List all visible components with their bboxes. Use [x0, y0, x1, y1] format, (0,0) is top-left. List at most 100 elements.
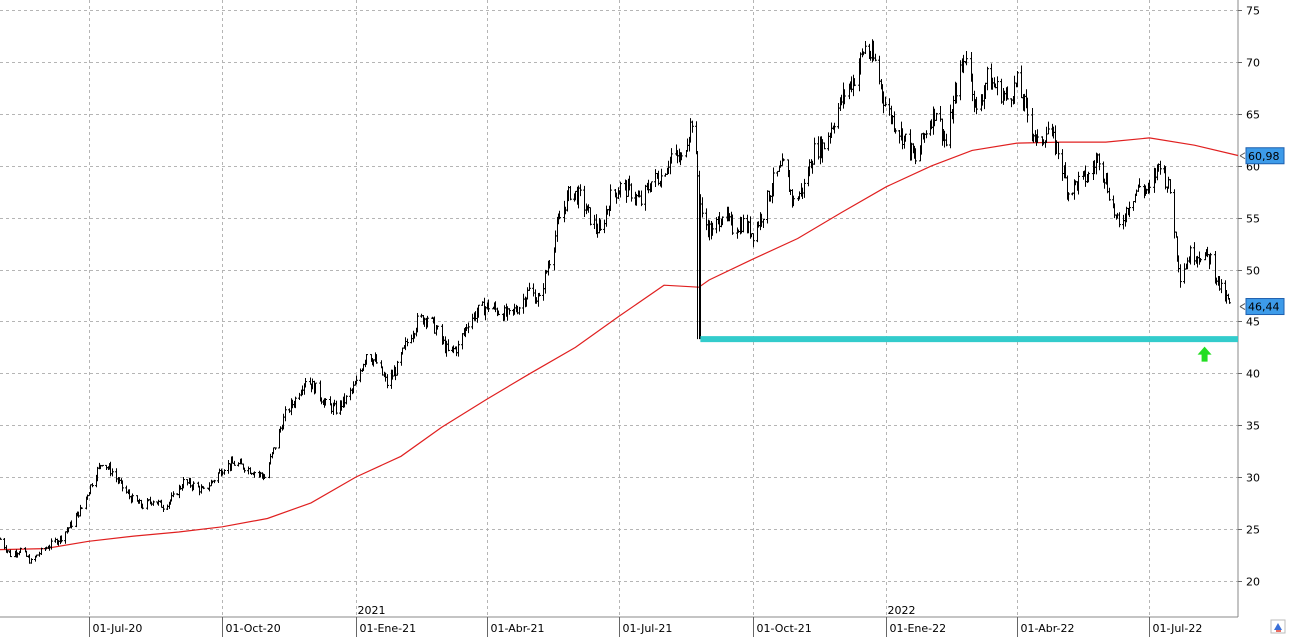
- x-tick-label: 01-Oct-20: [226, 622, 281, 635]
- y-tick-label: 50: [1246, 265, 1260, 278]
- y-tick-label: 30: [1246, 472, 1260, 485]
- price-bar: [874, 53, 877, 62]
- price-bar: [864, 41, 867, 54]
- price-bar: [172, 491, 175, 498]
- price-bar: [198, 485, 201, 496]
- moving-average-line: [0, 137, 1239, 551]
- price-bar: [91, 483, 94, 488]
- price-bar: [609, 184, 612, 211]
- price-bar: [401, 347, 404, 355]
- price-bar: [309, 377, 312, 385]
- price-bar: [1057, 142, 1060, 160]
- price-bar: [1159, 160, 1162, 175]
- price-bar: [986, 66, 989, 91]
- price-bar: [1179, 264, 1182, 288]
- price-bar: [457, 340, 460, 357]
- price-bar: [670, 148, 673, 164]
- price-bar: [54, 537, 57, 543]
- price-bar: [680, 152, 683, 161]
- price-bar: [1113, 203, 1116, 219]
- price-bar: [497, 310, 500, 316]
- price-bar: [365, 354, 368, 365]
- price-bar: [111, 468, 114, 477]
- price-bar: [731, 214, 734, 235]
- year-label: 2022: [888, 604, 916, 617]
- price-bar: [1108, 187, 1111, 201]
- price-bar: [1148, 179, 1151, 194]
- price-bar: [1199, 258, 1202, 263]
- price-bar: [192, 481, 195, 491]
- y-tick-label: 45: [1246, 316, 1260, 329]
- price-bar: [218, 468, 221, 474]
- price-bar: [603, 219, 606, 234]
- price-bar: [965, 51, 968, 66]
- price-bar: [298, 392, 301, 400]
- y-tick-label: 65: [1246, 109, 1260, 122]
- y-tick-label: 20: [1246, 576, 1260, 589]
- price-bar: [894, 128, 897, 134]
- y-tick-label: 35: [1246, 420, 1260, 433]
- price-bar: [375, 354, 378, 364]
- price-bar: [1067, 192, 1070, 202]
- price-bar: [904, 133, 907, 142]
- price-bar: [569, 186, 572, 201]
- price-bar: [605, 205, 608, 227]
- price-bar: [477, 304, 480, 318]
- x-tick-label: 01-Abr-22: [1021, 622, 1075, 635]
- price-bar: [579, 184, 582, 197]
- price-bar: [619, 181, 622, 198]
- price-bar: [955, 82, 958, 104]
- settings-icon[interactable]: [1270, 619, 1286, 634]
- price-bar: [1098, 153, 1101, 171]
- price-bar: [50, 538, 53, 550]
- price-bar: [644, 184, 647, 211]
- price-bar: [837, 103, 840, 129]
- x-tick-label: 01-Oct-21: [757, 622, 812, 635]
- price-bar: [101, 464, 104, 467]
- price-bar: [583, 185, 586, 217]
- price-bar: [223, 469, 226, 475]
- price-bar: [593, 214, 596, 229]
- price-bar: [115, 468, 118, 483]
- price-bar: [433, 316, 436, 334]
- price-bar: [752, 233, 755, 248]
- price-bar: [386, 374, 389, 389]
- price-bar: [548, 260, 551, 269]
- up-arrow-icon: [1197, 346, 1212, 362]
- price-bar: [538, 292, 541, 297]
- price-bar: [160, 499, 163, 508]
- price-bar: [522, 293, 525, 314]
- price-bar: [949, 104, 952, 149]
- price-bar: [208, 482, 211, 492]
- price-bar: [762, 219, 765, 228]
- x-tick-label: 01-Jul-22: [1153, 622, 1203, 635]
- price-bar: [1087, 171, 1090, 183]
- price-bar: [1016, 71, 1019, 88]
- price-bar: [532, 283, 535, 297]
- price-bar: [1026, 97, 1029, 123]
- price-bar: [19, 547, 22, 553]
- price-bar: [742, 214, 745, 233]
- price-bar: [888, 98, 891, 116]
- price-bar: [558, 210, 561, 220]
- price-bar: [721, 216, 724, 226]
- price-bar: [170, 492, 173, 502]
- y-tick-label: 75: [1246, 5, 1260, 18]
- x-tick-label: 01-Jul-20: [93, 622, 143, 635]
- price-bar: [162, 504, 165, 512]
- price-bar: [660, 168, 663, 188]
- price-bar: [426, 315, 429, 328]
- price-bar: [823, 142, 826, 150]
- price-bar: [975, 96, 978, 115]
- price-bar: [461, 333, 464, 350]
- price-bar: [64, 531, 67, 544]
- price-bar: [878, 55, 881, 85]
- price-bar: [38, 551, 41, 557]
- grid-lines: [0, 0, 1238, 617]
- price-bar: [1000, 78, 1003, 104]
- price-bar: [833, 122, 836, 134]
- price-bar: [1118, 212, 1121, 228]
- price-bar: [1228, 298, 1231, 304]
- price-bar: [330, 403, 333, 414]
- price-bar: [1183, 263, 1186, 284]
